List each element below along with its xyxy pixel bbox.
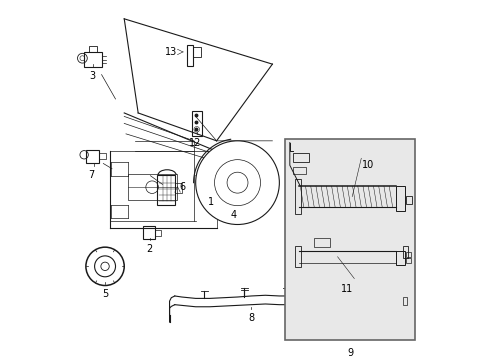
Bar bbox=[84, 52, 102, 67]
Text: 2: 2 bbox=[146, 244, 152, 255]
Bar bbox=[157, 175, 175, 204]
Bar bbox=[186, 45, 193, 66]
Bar bbox=[155, 230, 161, 236]
Bar bbox=[405, 252, 410, 257]
Bar bbox=[192, 111, 202, 136]
Text: 7: 7 bbox=[88, 171, 95, 180]
Text: 4: 4 bbox=[230, 210, 236, 220]
Bar bbox=[204, 179, 216, 192]
Text: 12: 12 bbox=[188, 138, 201, 148]
Bar bbox=[293, 167, 305, 174]
Text: 6: 6 bbox=[179, 182, 185, 192]
Circle shape bbox=[195, 141, 279, 225]
Bar bbox=[402, 247, 407, 258]
Bar bbox=[294, 247, 301, 267]
Text: 13: 13 bbox=[165, 47, 177, 57]
Bar bbox=[405, 196, 411, 204]
Bar bbox=[402, 297, 407, 305]
Bar bbox=[142, 226, 155, 239]
Text: 3: 3 bbox=[90, 71, 96, 81]
Bar bbox=[193, 47, 201, 57]
Text: 9: 9 bbox=[346, 348, 352, 358]
Text: 8: 8 bbox=[248, 314, 254, 323]
Bar bbox=[294, 179, 301, 214]
Bar bbox=[127, 174, 176, 200]
Text: 11: 11 bbox=[341, 284, 353, 294]
Bar bbox=[395, 251, 404, 265]
Bar bbox=[228, 172, 235, 177]
Text: 1: 1 bbox=[208, 197, 214, 207]
Bar bbox=[99, 153, 105, 159]
Text: 5: 5 bbox=[102, 289, 108, 299]
Bar bbox=[88, 46, 97, 52]
Bar bbox=[284, 139, 414, 339]
Bar bbox=[86, 149, 99, 163]
Bar bbox=[314, 238, 329, 247]
Bar bbox=[395, 186, 404, 211]
Bar bbox=[293, 153, 308, 162]
Text: 10: 10 bbox=[362, 160, 374, 170]
Bar bbox=[405, 258, 410, 263]
Bar bbox=[216, 182, 223, 188]
Bar bbox=[175, 183, 182, 193]
